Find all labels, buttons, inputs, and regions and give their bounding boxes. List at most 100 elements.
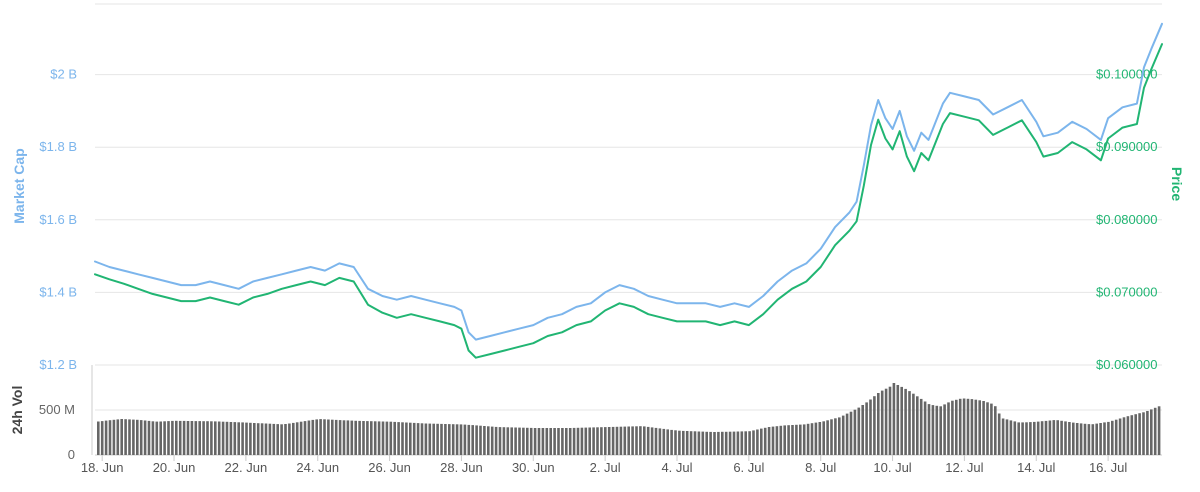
volume-bar (1044, 420, 1048, 455)
volume-bar (927, 404, 931, 455)
volume-bar (799, 424, 802, 455)
volume-bar (923, 401, 927, 455)
volume-bar (1087, 424, 1091, 455)
price-line (94, 43, 1163, 359)
volume-bar (1009, 420, 1013, 455)
market-cap-tick-label: $1.4 B (39, 284, 77, 299)
volume-bar (245, 422, 248, 455)
volume-bar (112, 419, 116, 455)
market-cap-tick-label: $2 B (50, 67, 77, 82)
volume-bar (830, 419, 833, 455)
volume-bar (424, 423, 428, 455)
volume-bar (1079, 423, 1083, 455)
volume-bar (214, 421, 217, 455)
volume-bar (128, 419, 131, 455)
volume-bar (237, 422, 240, 455)
volume-bar (709, 431, 712, 455)
volume-bar (962, 398, 966, 455)
volume-bar (919, 398, 923, 455)
volume-bar (986, 402, 989, 455)
volume-bar (631, 426, 634, 455)
volume-bar (623, 426, 627, 455)
volume-bar (268, 423, 272, 455)
volume-bar (463, 424, 467, 455)
volume-bar (315, 419, 318, 455)
volume-bar (1021, 422, 1024, 455)
volume-bar (880, 390, 884, 455)
volume-bar (662, 428, 666, 455)
volume-bar (522, 427, 525, 455)
volume-bar (869, 399, 872, 455)
volume-bar (116, 419, 120, 455)
volume-bar (397, 422, 400, 455)
grid-lines (91, 3, 1162, 456)
volume-bar (479, 425, 482, 455)
price-tick-label: $0.080000 (1096, 212, 1157, 227)
volume-bar (557, 428, 560, 455)
volume-bar (190, 421, 194, 455)
volume-bar (1029, 422, 1032, 455)
volume-bar (104, 420, 108, 455)
volume-bar (198, 421, 201, 455)
volume-bar (775, 426, 779, 455)
volume-bar (182, 420, 186, 455)
volume-bar (448, 424, 451, 455)
volume-bar (1103, 422, 1106, 455)
volume-bar (381, 421, 385, 455)
volume-bar (405, 422, 408, 455)
volume-bar (767, 427, 771, 455)
volume-bar (358, 420, 361, 455)
volume-bar (1118, 418, 1122, 455)
volume-bar (241, 422, 244, 455)
volume-bar (600, 427, 603, 455)
volume-bar (194, 421, 198, 455)
volume-bar (604, 427, 607, 455)
x-tick-label: 18. Jun (81, 460, 124, 475)
volume-bar (311, 419, 315, 455)
volume-bar (420, 423, 424, 455)
volume-bar (498, 427, 502, 455)
volume-bar (186, 421, 190, 455)
volume-bar (537, 428, 541, 455)
volume-bar (974, 399, 978, 455)
volume-bar (896, 385, 900, 455)
volume-bar (432, 423, 435, 455)
volume-bar (260, 423, 264, 455)
volume-bar (354, 420, 357, 455)
volume-bar (518, 427, 521, 455)
volume-bar (342, 420, 346, 455)
volume-bar (607, 427, 611, 455)
volume-bar (943, 404, 946, 455)
volume-bar (553, 428, 556, 455)
volume-bar (666, 429, 669, 455)
volume-bar (584, 427, 588, 455)
volume-bar (272, 423, 276, 455)
volume-bar (549, 428, 552, 455)
volume-bar (1099, 423, 1102, 455)
x-tick-label: 24. Jun (296, 460, 339, 475)
volume-bar (217, 421, 221, 455)
volume-bar (705, 431, 708, 455)
volume-bar (366, 421, 369, 455)
volume-bar (615, 426, 619, 455)
x-tick-label: 14. Jul (1017, 460, 1055, 475)
x-tick-label: 26. Jun (368, 460, 411, 475)
volume-bar (760, 428, 763, 455)
volume-bar (643, 426, 646, 455)
volume-bar (206, 421, 209, 455)
volume-bar (740, 431, 744, 455)
volume-bar (1122, 417, 1126, 455)
volume-bar (873, 396, 876, 455)
volume-bar (319, 419, 322, 455)
volume-bar (1064, 421, 1067, 455)
volume-bar (459, 424, 463, 455)
volume-bar (970, 399, 974, 455)
volume-bar (568, 428, 572, 455)
volume-bar (650, 427, 654, 455)
volume-bar (997, 413, 1001, 455)
volume-bar (1017, 422, 1020, 455)
volume-bar (171, 420, 174, 455)
volume-bar (514, 427, 517, 455)
volume-bar (471, 425, 474, 455)
volume-bar (1095, 423, 1098, 455)
